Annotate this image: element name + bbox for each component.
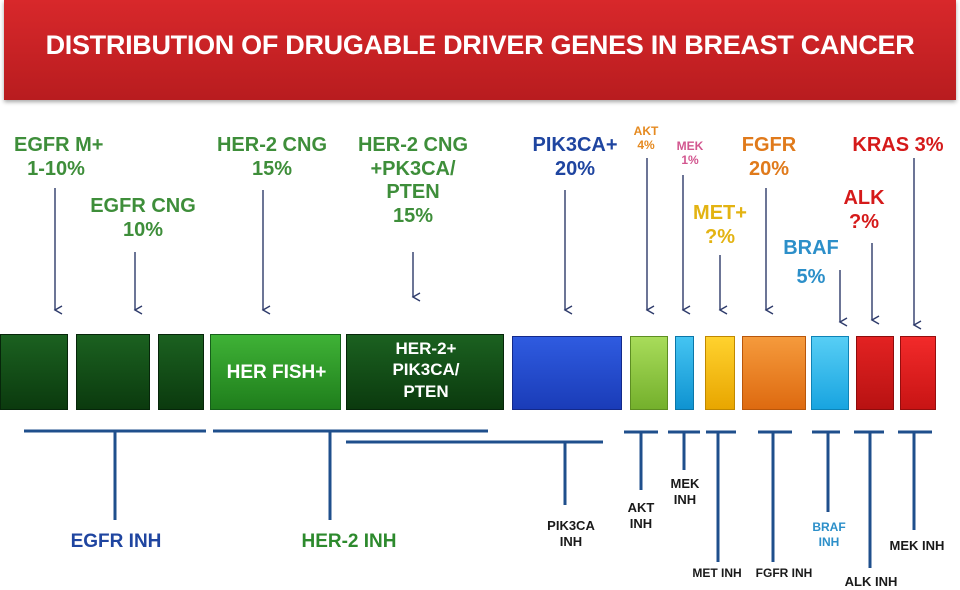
block-akt bbox=[630, 336, 668, 410]
block-met bbox=[705, 336, 735, 410]
label-kras: KRAS 3% bbox=[852, 134, 944, 156]
block-braf bbox=[811, 336, 849, 410]
block-her-fish: HER FISH+ bbox=[210, 334, 341, 410]
inhibitor-alk: ALK INH bbox=[844, 574, 898, 589]
block-mek bbox=[675, 336, 694, 410]
block-alk bbox=[856, 336, 894, 410]
block-egfr-m bbox=[0, 334, 68, 410]
label-akt: AKT 4% bbox=[633, 124, 659, 153]
label-her2-cng: HER-2 CNG 15% bbox=[216, 134, 327, 180]
block-pik3ca bbox=[512, 336, 622, 410]
inhibitor-her2: HER-2 INH bbox=[301, 531, 397, 552]
label-fgfr: FGFR 20% bbox=[741, 134, 797, 180]
inhibitor-met: MET INH bbox=[692, 566, 742, 580]
title-banner: DISTRIBUTION OF DRUGABLE DRIVER GENES IN… bbox=[4, 0, 956, 100]
label-mek: MEK 1% bbox=[676, 139, 704, 168]
block-egfr-cng bbox=[76, 334, 150, 410]
inhibitor-fgfr: FGFR INH bbox=[755, 566, 813, 580]
label-her2-pik3ca-pten: HER-2 CNG +PK3CA/ PTEN 15% bbox=[357, 134, 468, 227]
block-egfr-other bbox=[158, 334, 204, 410]
label-egfr-cng: EGFR CNG 10% bbox=[90, 195, 196, 241]
label-egfr-m: EGFR M+ 1-10% bbox=[14, 134, 104, 180]
page-title: DISTRIBUTION OF DRUGABLE DRIVER GENES IN… bbox=[45, 30, 915, 60]
inhibitor-pik3ca: PIK3CA INH bbox=[547, 518, 595, 550]
block-kras bbox=[900, 336, 936, 410]
block-fgfr bbox=[742, 336, 806, 410]
label-braf: BRAF 5% bbox=[783, 237, 839, 288]
block-her2-pik3ca-pten: HER-2+ PIK3CA/PTEN bbox=[346, 334, 504, 410]
label-alk: ALK?% bbox=[843, 187, 885, 233]
inhibitor-egfr: EGFR INH bbox=[70, 531, 162, 552]
label-met: MET+?% bbox=[693, 202, 747, 248]
label-pik3ca: PIK3CA+ 20% bbox=[532, 134, 618, 180]
inhibitor-akt: AKT INH bbox=[627, 500, 655, 532]
inhibitor-braf: BRAF INH bbox=[812, 520, 846, 549]
inhibitor-mek2: MEK INH bbox=[889, 538, 945, 553]
inhibitor-mek: MEK INH bbox=[670, 476, 700, 508]
